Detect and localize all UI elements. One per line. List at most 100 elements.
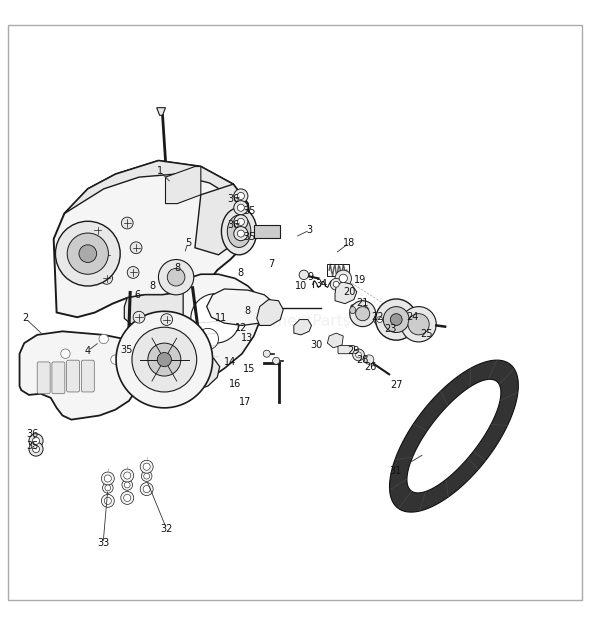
Text: 35: 35 <box>243 206 255 216</box>
Circle shape <box>353 349 365 361</box>
Text: 2: 2 <box>22 313 28 323</box>
Text: 28: 28 <box>356 354 368 364</box>
FancyBboxPatch shape <box>81 360 94 392</box>
Circle shape <box>159 259 194 295</box>
Circle shape <box>237 192 244 199</box>
Circle shape <box>133 311 145 323</box>
Text: 34: 34 <box>316 279 327 289</box>
Circle shape <box>101 272 113 284</box>
Circle shape <box>237 218 244 226</box>
Circle shape <box>335 270 352 287</box>
Polygon shape <box>166 166 201 204</box>
Circle shape <box>101 472 114 485</box>
Circle shape <box>168 268 185 286</box>
Circle shape <box>408 314 429 335</box>
Text: 31: 31 <box>389 466 401 476</box>
Polygon shape <box>182 357 219 390</box>
Circle shape <box>161 314 172 326</box>
Polygon shape <box>195 184 248 255</box>
Ellipse shape <box>227 215 251 248</box>
Text: 22: 22 <box>371 312 384 322</box>
Circle shape <box>144 473 150 479</box>
Text: 32: 32 <box>160 524 173 534</box>
Text: eReplacementParts.com: eReplacementParts.com <box>202 314 388 329</box>
Circle shape <box>101 249 113 261</box>
Polygon shape <box>157 107 166 116</box>
Polygon shape <box>335 282 357 304</box>
Text: 30: 30 <box>310 341 322 351</box>
Text: 9: 9 <box>308 272 314 282</box>
Text: 12: 12 <box>235 322 247 332</box>
Circle shape <box>401 307 436 342</box>
Text: 33: 33 <box>97 538 109 548</box>
Circle shape <box>263 350 270 358</box>
Polygon shape <box>169 274 260 390</box>
Text: 4: 4 <box>85 346 91 356</box>
Circle shape <box>377 317 383 322</box>
Circle shape <box>234 215 248 229</box>
Circle shape <box>124 472 131 479</box>
Polygon shape <box>327 333 343 348</box>
Text: 23: 23 <box>384 324 396 334</box>
Circle shape <box>132 328 196 392</box>
Circle shape <box>127 267 139 278</box>
Circle shape <box>333 281 339 288</box>
Polygon shape <box>64 161 248 214</box>
Circle shape <box>101 494 114 508</box>
Polygon shape <box>19 331 139 419</box>
Polygon shape <box>124 292 183 331</box>
Circle shape <box>376 299 417 340</box>
FancyBboxPatch shape <box>52 362 65 394</box>
Circle shape <box>92 224 104 236</box>
Text: 8: 8 <box>238 268 244 278</box>
Circle shape <box>365 355 374 364</box>
FancyBboxPatch shape <box>338 346 355 354</box>
Circle shape <box>330 278 342 290</box>
Circle shape <box>103 482 113 493</box>
Circle shape <box>124 494 131 501</box>
Text: 14: 14 <box>224 357 237 367</box>
Circle shape <box>158 352 171 367</box>
Text: 15: 15 <box>243 364 255 374</box>
Text: 21: 21 <box>356 298 368 308</box>
Circle shape <box>234 227 248 241</box>
Polygon shape <box>257 299 283 326</box>
Polygon shape <box>206 289 274 326</box>
Circle shape <box>339 274 348 282</box>
Circle shape <box>121 469 134 482</box>
Circle shape <box>122 479 133 490</box>
Text: 13: 13 <box>241 332 253 342</box>
FancyBboxPatch shape <box>254 226 280 238</box>
Text: 10: 10 <box>295 281 307 291</box>
Text: 25: 25 <box>421 329 433 339</box>
Circle shape <box>29 434 43 448</box>
Text: 16: 16 <box>229 379 241 389</box>
Circle shape <box>234 201 248 215</box>
Circle shape <box>29 442 43 456</box>
Text: 20: 20 <box>343 287 356 297</box>
Text: 26: 26 <box>364 362 376 372</box>
Text: 29: 29 <box>348 346 360 356</box>
Circle shape <box>273 357 280 364</box>
Ellipse shape <box>221 208 257 255</box>
Circle shape <box>130 242 142 254</box>
Circle shape <box>140 460 153 473</box>
Circle shape <box>104 475 112 482</box>
Circle shape <box>79 245 97 262</box>
Circle shape <box>104 498 112 504</box>
Text: 8: 8 <box>174 262 181 272</box>
Text: 35: 35 <box>27 441 39 451</box>
Circle shape <box>237 204 244 211</box>
Text: 3: 3 <box>307 225 313 235</box>
Circle shape <box>356 307 370 321</box>
Circle shape <box>350 301 376 327</box>
Polygon shape <box>54 161 251 318</box>
Circle shape <box>122 217 133 229</box>
Text: 8: 8 <box>245 306 251 316</box>
Circle shape <box>116 311 212 408</box>
Text: 7: 7 <box>268 259 274 269</box>
Circle shape <box>121 491 134 504</box>
Text: 24: 24 <box>407 312 419 322</box>
Circle shape <box>374 314 386 326</box>
Circle shape <box>61 349 70 358</box>
